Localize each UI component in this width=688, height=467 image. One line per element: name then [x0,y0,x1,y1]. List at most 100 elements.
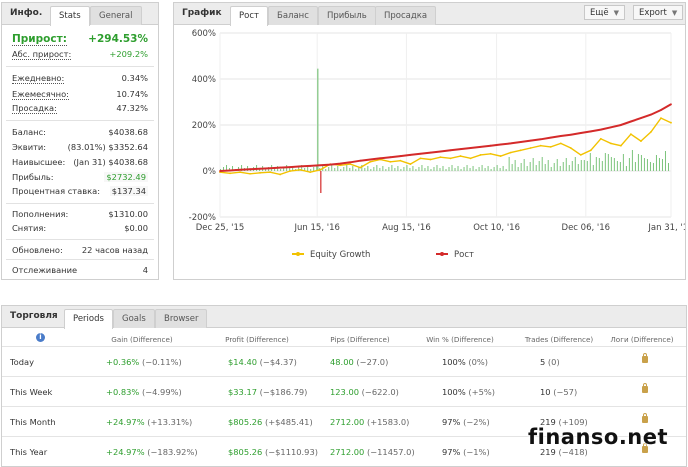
volume-bar [448,167,450,171]
growth-label[interactable]: Прирост: [12,33,67,46]
trades-diff: (0) [547,357,560,367]
tab-drawdown[interactable]: Просадка [375,6,437,25]
tab-goals[interactable]: Goals [113,309,155,328]
chevron-down-icon: ▼ [613,9,619,17]
highest-label: Наивысшее: [12,157,66,167]
series-point [419,152,422,155]
series-point [489,144,492,147]
info-panel: Инфо. Stats General Прирост: +294.53% Аб… [1,2,159,280]
volume-bar [316,165,318,171]
gain-diff: (+13.31%) [147,417,193,427]
monthly-label[interactable]: Ежемесячно: [12,89,69,100]
chevron-down-icon: ▼ [671,9,678,17]
header-gain[interactable]: Gain (Difference) [111,335,173,344]
series-point [609,142,612,145]
volume-bar [619,162,621,171]
volume-bar [226,165,228,171]
volume-bar [490,169,492,171]
series-point [539,144,542,147]
series-point [419,157,422,160]
volume-bar [430,169,432,171]
trades-value: 5 [540,357,546,367]
pips-cell: 2712.00 (+1583.0) [330,417,409,427]
daily-label[interactable]: Ежедневно: [12,73,65,84]
abs-growth-label[interactable]: Абс. прирост: [12,49,72,60]
series-point [269,171,272,174]
legend-marker [440,252,444,256]
equity-value: (83.01%) $3352.64 [67,142,148,152]
series-point [389,160,392,163]
tab-general[interactable]: General [90,6,142,25]
series-line-0 [219,117,672,176]
series-point [349,163,352,166]
header-win[interactable]: Win % (Difference) [426,335,494,344]
volume-bar [463,167,465,171]
volume-bar [415,169,417,171]
tab-profit[interactable]: Прибыль [318,6,376,25]
volume-bar [571,161,573,171]
interest-row: Процентная ставка: $137.34 [12,186,148,198]
win-cell: 97% (−2%) [442,417,490,427]
more-dropdown[interactable]: Ещё ▼ [584,5,625,20]
trades-diff: (−57) [553,387,578,397]
tracking-row: Отслеживание 4 [12,265,148,277]
drawdown-row: Просадка: 47.32% [12,103,148,115]
deposits-value: $1310.00 [108,209,148,219]
chart-legend[interactable]: Equity Growth Рост [292,250,474,260]
volume-bar [298,167,300,171]
series-point [509,142,512,145]
volume-bar [487,166,489,171]
export-dropdown[interactable]: Export ▼ [633,5,684,20]
tracking-value[interactable]: 4 [142,265,148,275]
volume-bar [337,166,339,171]
volume-bar [586,161,588,171]
volume-bar [520,163,522,171]
tab-stats[interactable]: Stats [50,6,90,26]
volume-bar [496,165,498,171]
win-value: 97% [442,447,461,457]
series-point [630,133,632,136]
volume-bar [535,165,537,171]
volume-bar [652,163,654,171]
header-logs[interactable]: Логи (Difference) [610,335,674,344]
volume-bar [529,162,531,171]
series-point [399,155,402,157]
pips-diff: (+1583.0) [366,417,410,427]
win-diff: (0%) [468,357,489,367]
trades-cell: 5 (0) [540,357,560,367]
volume-bar [292,166,294,171]
tab-browser[interactable]: Browser [155,309,208,328]
volume-bar [301,165,303,171]
growth-chart[interactable]: 600% 400% 200% 0% -200% Dec 25, '15 Jun 15, '… [174,25,685,279]
info-icon[interactable]: i [36,333,45,342]
volume-bar [331,165,333,171]
volume-bar [574,157,576,171]
daily-row: Ежедневно: 0.34% [12,73,148,85]
lock-icon[interactable] [642,383,648,393]
volume-bar [409,168,411,171]
volume-bar [223,167,225,171]
tab-balance[interactable]: Баланс [268,6,318,25]
lock-icon[interactable] [642,353,648,363]
interest-value: $137.34 [109,186,148,196]
volume-bar [427,166,429,171]
win-diff: (+5%) [468,387,495,397]
volume-bar [568,165,570,171]
tab-growth[interactable]: Рост [230,6,268,26]
lock-icon[interactable] [642,413,648,423]
volume-bar [379,168,381,171]
header-pips[interactable]: Pips (Difference) [330,335,390,344]
series-point [249,172,251,175]
drawdown-label[interactable]: Просадка: [12,103,57,114]
tab-periods[interactable]: Periods [64,309,113,329]
divider [6,120,154,121]
table-row: Today +0.36% (−0.11%) $14.40 (−$4.37) 48.00… [2,346,686,376]
series-point [599,128,602,131]
header-profit[interactable]: Profit (Difference) [225,335,289,344]
divider [6,239,154,240]
header-trades[interactable]: Trades (Difference) [524,335,594,344]
lock-icon[interactable] [642,443,648,453]
profit-label: Прибыль: [12,172,54,182]
chart-grid [219,32,672,218]
series-point [640,117,642,119]
